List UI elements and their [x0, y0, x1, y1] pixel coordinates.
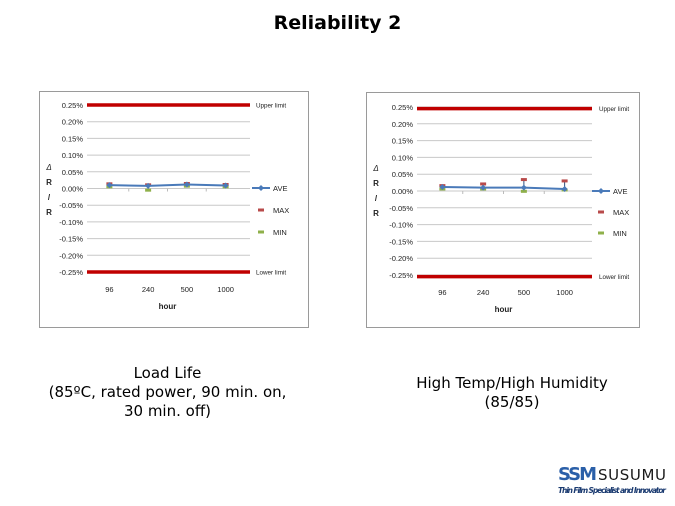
- chart-high-temp-humidity-svg: 0.25% 0.20% 0.15% 0.10% 0.05% 0.00% -0.05% -0.1…: [372, 103, 629, 314]
- ave-point: [106, 182, 113, 189]
- ave-point: [561, 185, 568, 192]
- logo-svg: SSM SUSUMU Thin Film Specialist and Inno…: [555, 460, 669, 498]
- x-tick-label: 96: [105, 285, 113, 294]
- y-tick-label: -0.10%: [59, 218, 83, 227]
- y-axis-label-part: Δ: [372, 164, 378, 173]
- caption-line: Load Life: [133, 364, 202, 382]
- x-tick-label: 1000: [556, 288, 573, 297]
- max-marker: [520, 178, 527, 182]
- y-tick-label: -0.15%: [59, 235, 83, 244]
- y-axis-label-part: R: [373, 179, 379, 188]
- limit-label: Lower limit: [599, 274, 629, 281]
- chart-load-life: 0.25% 0.20% 0.15% 0.10% 0.05% 0.00% -0.05% -0.1…: [39, 91, 309, 328]
- y-axis-label-part: R: [373, 209, 379, 218]
- y-tick-label: 0.20%: [62, 118, 84, 127]
- x-axis-label: hour: [495, 305, 513, 314]
- caption-line: High Temp/High Humidity: [416, 374, 608, 392]
- limit-label: Lower limit: [256, 270, 286, 277]
- slide-title: Reliability 2: [273, 12, 402, 34]
- legend-ave-marker: [258, 185, 264, 191]
- x-tick-label: 500: [518, 288, 531, 297]
- ave-point: [520, 184, 527, 191]
- y-tick-label: 0.25%: [62, 101, 84, 110]
- max-marker: [480, 182, 487, 186]
- y-tick-label: 0.20%: [392, 120, 414, 129]
- susumu-logo: SSM SUSUMU Thin Film Specialist and Inno…: [555, 460, 669, 498]
- legend-ave-marker: [598, 188, 604, 194]
- logo-mark: SSM: [558, 464, 596, 485]
- legend-max-marker: [258, 208, 264, 212]
- y-tick-label: -0.25%: [59, 268, 83, 277]
- x-tick-label: 96: [438, 288, 446, 297]
- ave-line: [109, 183, 226, 187]
- limit-label: Upper limit: [256, 103, 286, 110]
- legend-min-marker: [258, 230, 264, 234]
- logo-tagline: Thin Film Specialist and Innovator: [558, 486, 667, 495]
- y-axis-label-part: Δ: [45, 163, 51, 172]
- x-tick-label: 240: [477, 288, 490, 297]
- y-tick-label: -0.10%: [389, 221, 413, 230]
- ave-point: [145, 182, 152, 189]
- y-tick-label: 0.10%: [392, 153, 414, 162]
- y-axis-label-part: /: [48, 193, 51, 202]
- legend-min-label: MIN: [273, 228, 287, 237]
- caption-line: (85/85): [484, 393, 540, 411]
- ave-point: [480, 184, 487, 191]
- legend-min-label: MIN: [613, 229, 627, 238]
- y-axis-label-part: R: [46, 178, 52, 187]
- y-tick-label: -0.25%: [389, 271, 413, 280]
- y-tick-label: 0.25%: [392, 103, 414, 112]
- caption-line: 30 min. off): [123, 402, 212, 420]
- y-tick-label: 0.00%: [392, 187, 414, 196]
- y-tick-label: -0.15%: [389, 237, 413, 246]
- legend-ave-label: AVE: [613, 187, 627, 196]
- ave-point: [439, 183, 446, 190]
- chart-high-temp-humidity: 0.25% 0.20% 0.15% 0.10% 0.05% 0.00% -0.05% -0.1…: [366, 92, 640, 328]
- y-tick-label: 0.15%: [62, 134, 84, 143]
- x-axis-label: hour: [159, 302, 177, 311]
- y-tick-label: 0.05%: [62, 168, 84, 177]
- min-marker: [145, 188, 152, 192]
- max-marker: [561, 179, 568, 183]
- ave-line: [442, 185, 565, 190]
- x-tick-label: 500: [181, 285, 194, 294]
- y-tick-label: 0.05%: [392, 170, 414, 179]
- legend-ave-label: AVE: [273, 184, 287, 193]
- legend-max-marker: [598, 210, 604, 214]
- y-axis-label-part: R: [46, 208, 52, 217]
- legend-max-label: MAX: [613, 208, 629, 217]
- y-tick-label: 0.10%: [62, 151, 84, 160]
- y-tick-label: -0.05%: [59, 201, 83, 210]
- limit-label: Upper limit: [599, 106, 629, 113]
- y-tick-label: -0.20%: [389, 254, 413, 263]
- caption-load-life: Load Life (85ºC, rated power, 90 min. on…: [15, 364, 320, 421]
- x-tick-label: 240: [142, 285, 155, 294]
- ave-point: [222, 182, 229, 189]
- y-tick-label: 0.15%: [392, 137, 414, 146]
- x-tick-label: 1000: [217, 285, 234, 294]
- y-tick-label: -0.20%: [59, 251, 83, 260]
- y-tick-label: -0.05%: [389, 204, 413, 213]
- y-axis-label-part: /: [375, 194, 378, 203]
- logo-brand-name: SUSUMU: [598, 466, 666, 484]
- min-marker: [520, 189, 527, 193]
- legend-min-marker: [598, 231, 604, 235]
- chart-load-life-svg: 0.25% 0.20% 0.15% 0.10% 0.05% 0.00% -0.05% -0.1…: [45, 101, 289, 311]
- y-tick-label: 0.00%: [62, 185, 84, 194]
- ave-point: [183, 181, 190, 188]
- caption-high-temp-humidity: High Temp/High Humidity (85/85): [362, 374, 662, 412]
- legend-max-label: MAX: [273, 206, 289, 215]
- caption-line: (85ºC, rated power, 90 min. on,: [48, 383, 287, 401]
